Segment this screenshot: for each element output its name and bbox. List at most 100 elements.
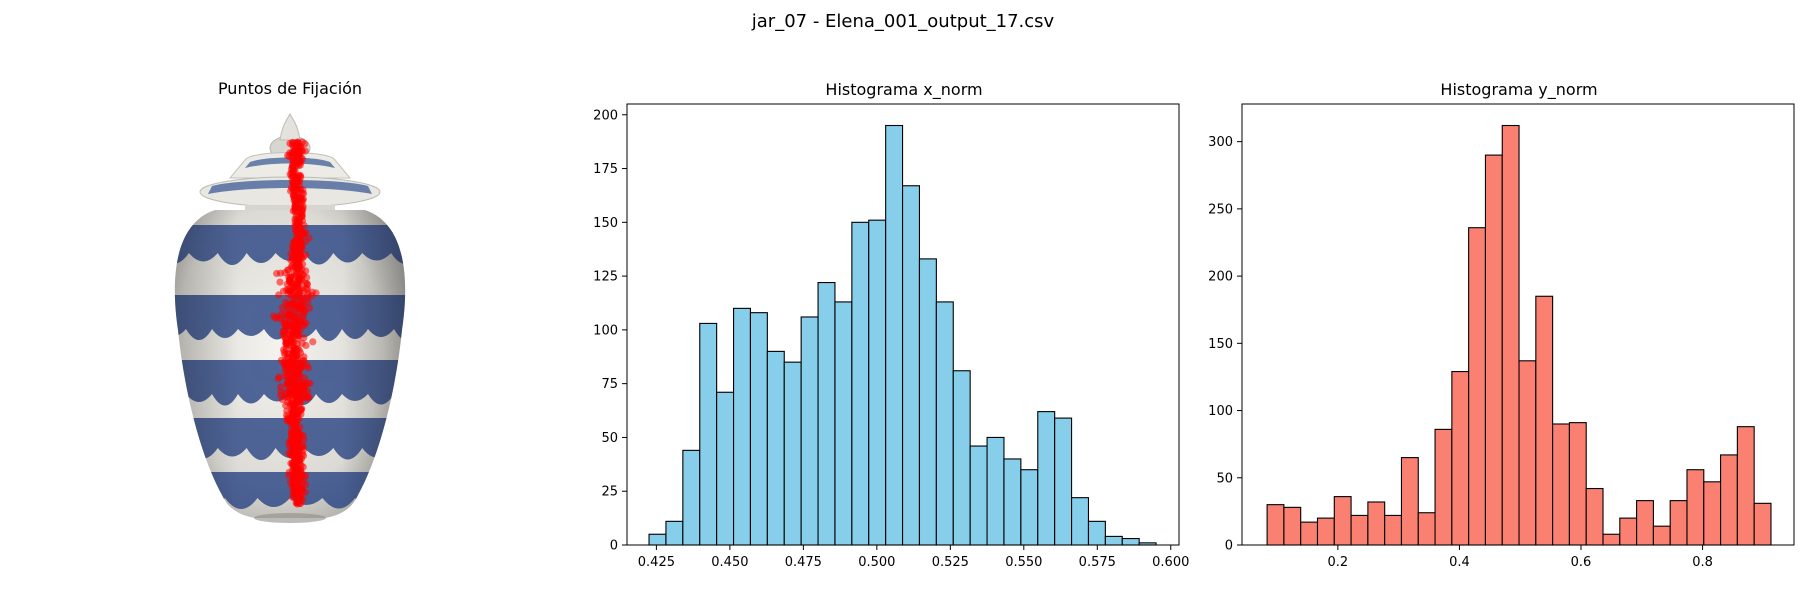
fixation-point: [292, 244, 300, 252]
fixation-point: [300, 475, 308, 483]
histogram-bar: [1753, 502, 1772, 546]
axes-frame: [626, 103, 1180, 546]
y-tick-label: 150: [1208, 337, 1233, 352]
fixation-point: [293, 323, 301, 331]
histogram-bar: [817, 281, 836, 546]
histogram-bar: [1686, 469, 1705, 546]
y-tick-label: 200: [593, 108, 618, 123]
histogram-bar: [1501, 124, 1520, 546]
fixation-point: [302, 394, 310, 402]
fixation-point: [304, 294, 312, 302]
fixation-point: [296, 290, 304, 299]
fixation-point: [308, 288, 316, 296]
histogram-bar: [1619, 517, 1638, 546]
x-tick-label: 0.425: [638, 555, 675, 570]
histogram-y-norm: Histograma y_norm 0.2 0.4 0.6 0.8 0 50 100 150 2…: [1208, 80, 1795, 570]
histogram-bar: [935, 301, 954, 546]
fixation-point: [276, 278, 284, 286]
x-tick-label: 0.450: [711, 555, 748, 570]
x-tick-label: 0.6: [1571, 555, 1592, 570]
fixation-point: [302, 319, 310, 327]
fixation-point: [290, 380, 298, 389]
axes-frame: [1241, 103, 1795, 546]
histogram-bar: [665, 520, 684, 546]
y-tick-label: 100: [593, 323, 618, 338]
chart-title-x-norm: Histograma x_norm: [825, 80, 982, 100]
fixation-point: [285, 152, 293, 160]
histogram-bar: [716, 391, 735, 546]
histogram-bar: [1652, 525, 1671, 546]
histogram-bar: [986, 436, 1005, 546]
fixation-point: [298, 266, 306, 274]
histogram-bar: [1703, 481, 1722, 546]
y-tick-label: 300: [1208, 135, 1233, 150]
fixation-point: [287, 430, 295, 438]
fixation-point: [299, 446, 307, 454]
histogram-bar: [1669, 500, 1688, 546]
fixation-point: [278, 395, 286, 404]
x-tick-label: 0.2: [1328, 555, 1349, 570]
fixation-point: [282, 401, 290, 410]
image-panel: Puntos de Fijación: [174, 79, 406, 523]
fixation-point: [291, 208, 300, 216]
y-tick-label: 25: [601, 485, 618, 500]
fixation-point: [289, 313, 297, 321]
y-tick-label: 100: [1208, 404, 1233, 419]
fixation-point: [309, 338, 317, 346]
fixation-point: [301, 374, 309, 382]
y-tick-label: 200: [1208, 270, 1233, 285]
histogram-bar: [1071, 497, 1090, 546]
fixation-point: [294, 428, 302, 436]
fixation-point: [278, 304, 286, 312]
histogram-bar: [952, 370, 971, 546]
fixation-point: [301, 147, 309, 155]
fixation-point: [302, 285, 310, 293]
fixation-point: [288, 440, 296, 448]
fixation-point: [289, 360, 297, 368]
histogram-bar: [1300, 521, 1319, 546]
fixation-point: [292, 195, 300, 204]
histogram-bar: [699, 322, 718, 546]
fixation-point: [294, 153, 303, 161]
histogram-bar: [1585, 487, 1604, 546]
x-tick-label: 0.525: [932, 555, 969, 570]
fixation-point: [295, 438, 303, 446]
fixation-point: [297, 349, 305, 357]
fixation-point: [294, 478, 302, 486]
histogram-bar: [969, 445, 988, 546]
histogram-bar: [1417, 512, 1436, 546]
histogram-bar: [1087, 520, 1106, 546]
x-tick-label: 0.550: [1005, 555, 1042, 570]
fixation-point: [297, 185, 305, 194]
fixation-point: [298, 385, 306, 393]
histogram-x-norm: Histograma x_norm 0.425 0.450 0.475 0.500 0.…: [593, 80, 1189, 570]
fixation-point: [295, 144, 303, 153]
fixation-point: [294, 360, 302, 368]
fixation-point: [293, 354, 301, 362]
x-tick-label: 0.4: [1449, 555, 1470, 570]
histogram-bar: [732, 307, 751, 546]
histogram-bar: [1720, 454, 1738, 546]
y-tick-label: 50: [1216, 471, 1233, 486]
fixation-point: [297, 225, 305, 233]
fixation-point: [281, 361, 289, 369]
histogram-bar: [1367, 501, 1386, 546]
histogram-bar: [1384, 514, 1403, 546]
fixation-point: [297, 405, 305, 413]
histogram-bar: [885, 124, 904, 546]
fixation-point: [285, 276, 294, 284]
y-tick-label: 0: [1225, 539, 1233, 554]
fixation-point: [294, 399, 302, 407]
histogram-bar: [682, 449, 701, 546]
fixation-point: [291, 272, 300, 280]
fixation-point: [294, 302, 303, 310]
histogram-bar: [1736, 426, 1755, 546]
fixation-point: [300, 334, 308, 342]
fixation-point: [291, 391, 299, 399]
histogram-bar: [1003, 458, 1022, 546]
histogram-bar: [1104, 535, 1123, 546]
fixation-point: [286, 341, 294, 349]
fixation-point: [293, 497, 301, 505]
